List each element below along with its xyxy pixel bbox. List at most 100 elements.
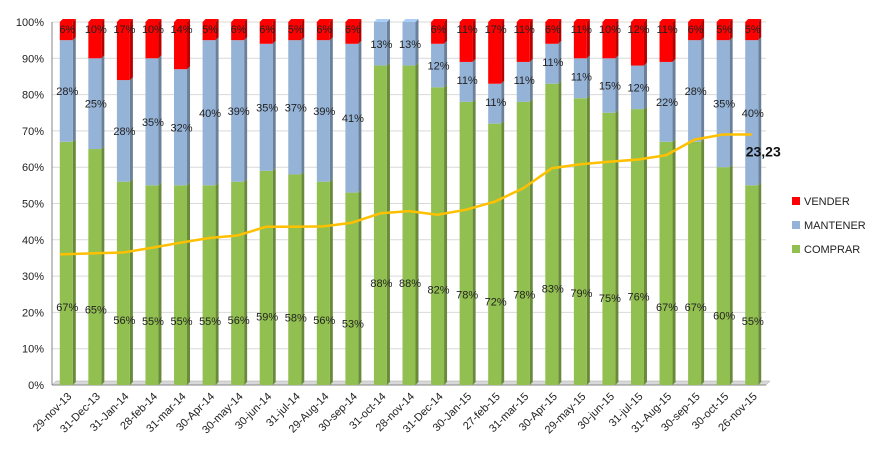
bar-side-vender xyxy=(472,19,476,62)
data-label-comprar: 79% xyxy=(570,288,592,300)
bar-side-vender xyxy=(758,19,762,41)
bar-vender xyxy=(59,22,73,41)
bar-mantener xyxy=(459,61,473,102)
bar-vender xyxy=(288,22,302,41)
data-label-vender: 6% xyxy=(231,24,247,36)
bar-vender xyxy=(545,22,559,44)
legend-label-mantener: MANTENER xyxy=(804,220,866,232)
bar-vender xyxy=(431,22,445,44)
data-label-vender: 6% xyxy=(59,24,75,36)
bar-side-comprar xyxy=(386,62,390,386)
data-label-comprar: 76% xyxy=(627,292,649,304)
bar-mantener xyxy=(602,58,616,113)
bar-top-vender xyxy=(630,19,647,22)
bar-side-comprar xyxy=(301,171,305,385)
data-label-mantener: 39% xyxy=(228,106,250,118)
data-label-mantener: 11% xyxy=(571,71,592,83)
bar-top-vender xyxy=(488,19,505,22)
bar-top-vender xyxy=(174,19,191,22)
bar-side-mantener xyxy=(615,55,619,113)
bar-mantener xyxy=(488,83,502,124)
bar-vender xyxy=(602,22,616,59)
data-label-comprar: 78% xyxy=(513,289,535,301)
data-label-comprar: 60% xyxy=(713,310,735,322)
data-label-comprar: 59% xyxy=(256,311,278,323)
bar-side-vender xyxy=(701,19,705,41)
bar-mantener xyxy=(373,22,387,66)
legend-swatch-mantener xyxy=(792,221,800,229)
bar-side-mantener xyxy=(329,37,333,182)
bar-side-comprar xyxy=(701,138,705,385)
bar-comprar xyxy=(488,123,502,385)
bar-side-vender xyxy=(529,19,533,62)
bar-top-mantener xyxy=(402,19,419,22)
bar-top-vender xyxy=(202,19,219,22)
y-tick-label: 80% xyxy=(22,90,44,102)
bar-comprar xyxy=(431,87,445,385)
data-label-mantener: 40% xyxy=(199,108,221,120)
bar-comprar xyxy=(688,141,702,385)
bar-side-comprar xyxy=(672,138,676,385)
data-label-comprar: 53% xyxy=(342,318,364,330)
y-tick-label: 40% xyxy=(22,235,44,247)
data-label-comprar: 72% xyxy=(485,296,507,308)
bar-comprar xyxy=(288,174,302,385)
bar-side-comprar xyxy=(215,182,219,385)
data-label-mantener: 11% xyxy=(514,75,535,87)
data-label-comprar: 75% xyxy=(599,293,621,305)
y-tick-label: 10% xyxy=(22,344,44,356)
bar-vender xyxy=(145,22,159,59)
data-label-comprar: 55% xyxy=(742,316,764,328)
data-label-comprar: 67% xyxy=(56,302,78,314)
bar-side-mantener xyxy=(586,55,590,99)
bar-top-vender xyxy=(745,19,762,22)
data-label-vender: 14% xyxy=(171,24,193,36)
data-label-comprar: 58% xyxy=(285,313,307,325)
bar-mantener xyxy=(345,43,359,193)
data-label-comprar: 56% xyxy=(228,315,250,327)
bar-comprar xyxy=(602,112,616,385)
data-label-mantener: 25% xyxy=(85,99,107,111)
bar-vender xyxy=(174,22,188,70)
trend-line-group: 23,23 xyxy=(59,133,781,256)
bar-mantener xyxy=(545,43,559,84)
bar-vender xyxy=(88,22,102,59)
bar-side-comprar xyxy=(444,84,448,385)
bar-mantener xyxy=(431,43,445,88)
x-axis-tick-labels: 29-nov-1331-Dec-1331-Jan-1428-feb-1431-m… xyxy=(31,391,760,437)
bar-side-mantener xyxy=(158,55,162,186)
bar-comprar xyxy=(88,149,102,385)
bar-side-mantener xyxy=(643,62,647,110)
bar-top-vender xyxy=(602,19,619,22)
data-label-vender: 17% xyxy=(485,24,507,36)
data-label-vender: 11% xyxy=(457,24,478,36)
legend-label-vender: VENDER xyxy=(804,196,850,208)
bar-comprar xyxy=(716,167,730,385)
bar-mantener xyxy=(202,40,216,186)
data-label-vender: 6% xyxy=(345,24,361,36)
data-label-mantener: 35% xyxy=(713,99,735,111)
bar-top-mantener xyxy=(373,19,390,22)
data-label-mantener: 11% xyxy=(542,57,563,69)
bar-side-mantener xyxy=(444,40,448,88)
data-label-mantener: 28% xyxy=(113,126,135,138)
data-label-mantener: 22% xyxy=(656,97,678,109)
bar-comprar xyxy=(516,101,530,386)
data-label-mantener: 13% xyxy=(399,39,421,51)
y-tick-label: 60% xyxy=(22,162,44,174)
bar-side-mantener xyxy=(187,66,191,186)
legend: VENDER MANTENER COMPRAR xyxy=(792,196,866,256)
bar-top-vender xyxy=(459,19,476,22)
data-label-mantener: 32% xyxy=(171,122,193,134)
bar-mantener xyxy=(259,43,273,171)
bar-side-mantener xyxy=(215,37,219,186)
bar-side-vender xyxy=(672,19,676,62)
bar-side-vender xyxy=(129,19,133,81)
bar-mantener xyxy=(145,58,159,186)
bar-side-comprar xyxy=(187,182,191,385)
data-label-vender: 5% xyxy=(745,24,761,36)
bar-side-mantener xyxy=(701,37,705,142)
data-label-vender: 6% xyxy=(259,24,275,36)
